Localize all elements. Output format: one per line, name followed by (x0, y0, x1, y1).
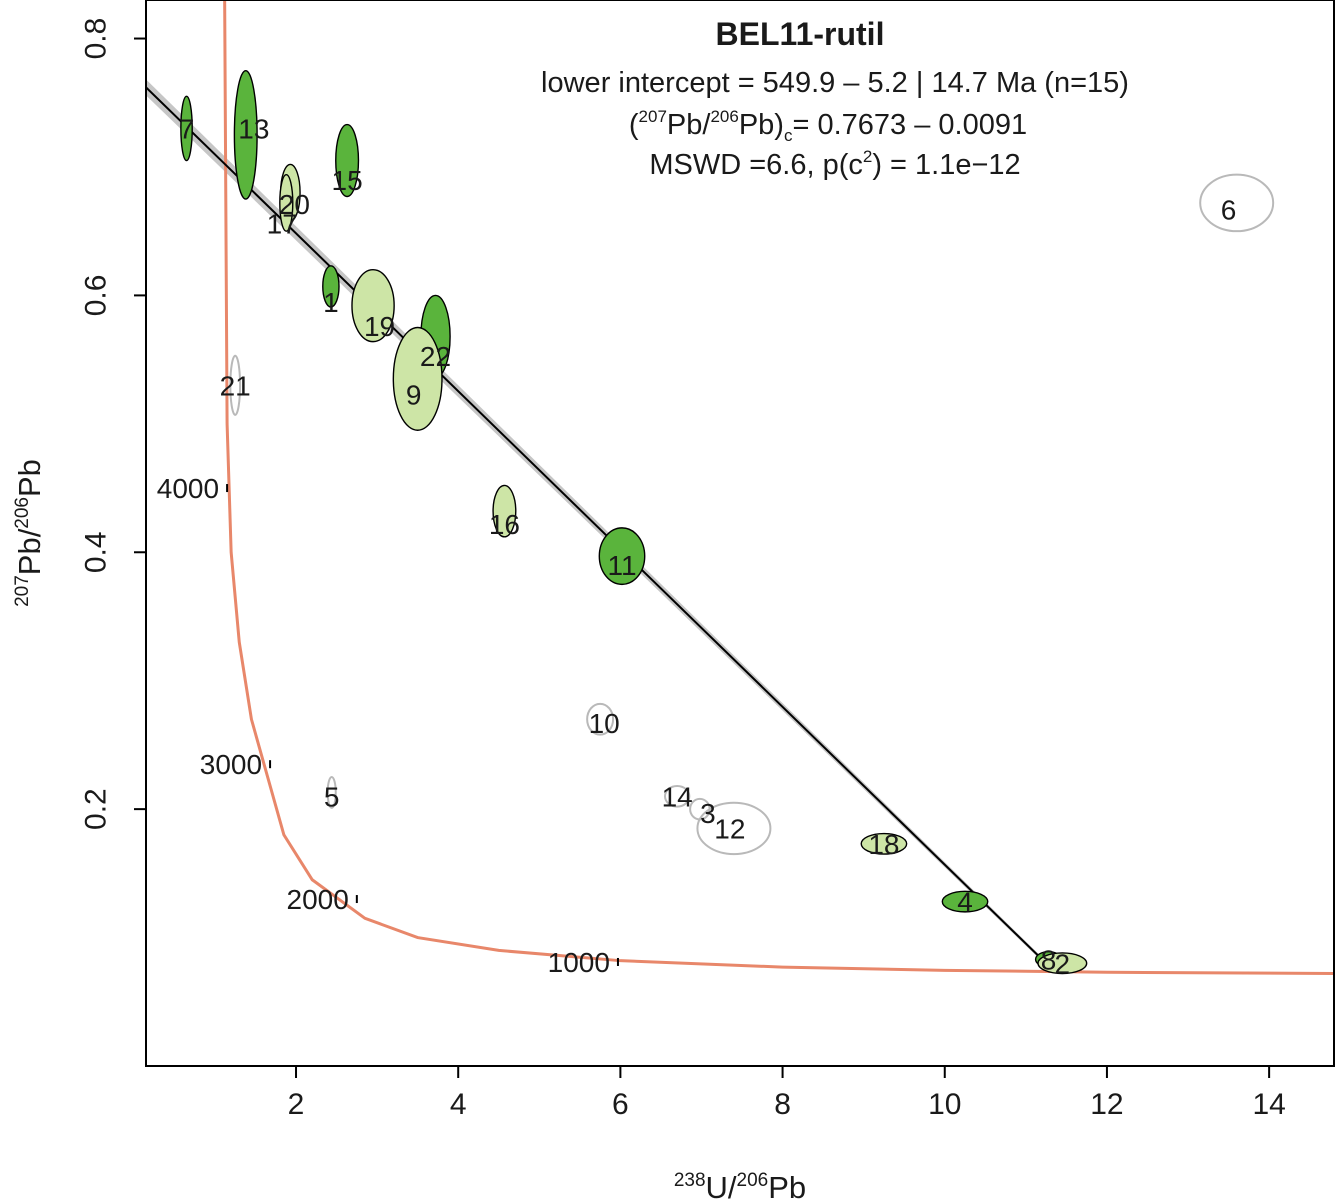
x-tick-label-14: 14 (1252, 1088, 1285, 1121)
concordia-curve (223, 0, 1334, 976)
error-ellipse-4 (941, 890, 989, 913)
chart-title: BEL11-rutil (716, 16, 885, 52)
y-tick-label-3: 0.8 (80, 18, 113, 60)
error-ellipse-13 (233, 69, 258, 200)
x-tick-label-6: 6 (612, 1088, 629, 1121)
error-ellipse-21 (229, 354, 242, 416)
point-label-9: 9 (406, 379, 422, 410)
x-axis-label: 238U/206Pb (674, 1170, 806, 1204)
annotation-line-2: (207Pb/206Pb)c= 0.7673 – 0.0091 (629, 107, 1027, 145)
ann2-mid: Pb/ (667, 109, 711, 141)
x-label-base2: Pb (768, 1170, 806, 1204)
point-label-14: 14 (662, 781, 693, 812)
error-ellipse-5 (326, 776, 337, 809)
y-tick-label-2: 0.6 (80, 275, 113, 317)
error-ellipse-18 (860, 832, 908, 855)
regression-line (146, 86, 1043, 961)
point-label-22: 22 (420, 341, 451, 372)
ann3-b: ) = 1.1e−12 (872, 149, 1020, 181)
point-label-5: 5 (324, 781, 340, 812)
point-label-15: 15 (332, 165, 363, 196)
point-label-17: 17 (267, 208, 298, 239)
point-label-11: 11 (607, 550, 636, 581)
error-ellipse-15 (335, 123, 360, 198)
point-label-20: 20 (279, 189, 310, 220)
ann2-open: ( (629, 109, 639, 141)
concordia-age-labels: 4000 3000 2000 1000 (157, 473, 610, 978)
ann2-sup1: 207 (639, 107, 667, 126)
ann3-a: MSWD =6.6, p(c (649, 149, 863, 181)
error-ellipses (180, 69, 1275, 975)
point-label-8: 8 (1041, 944, 1057, 975)
ann2-close: Pb) (739, 109, 784, 141)
error-ellipse-14 (663, 785, 691, 808)
point-label-7: 7 (179, 113, 195, 144)
x-axis: 2 4 6 8 10 12 14 (288, 1066, 1286, 1121)
point-label-1: 1 (323, 287, 339, 318)
point-label-10: 10 (589, 708, 620, 739)
error-ellipse-7 (180, 95, 193, 162)
y-tick-label-1: 0.4 (80, 531, 113, 573)
x-tick-label-12: 12 (1090, 1088, 1123, 1121)
x-tick-label-2: 2 (288, 1088, 305, 1121)
plot-frame (145, 0, 1335, 1067)
concordia-age-ticks (226, 484, 619, 966)
point-label-6: 6 (1221, 194, 1237, 225)
point-label-18: 18 (868, 829, 899, 860)
x-label-sup2: 206 (737, 1170, 769, 1191)
ann2-sup2: 206 (710, 107, 738, 126)
y-axis-label: 207Pb/206Pb (12, 459, 47, 607)
point-label-19: 19 (364, 311, 395, 342)
ann3-sup: 2 (863, 147, 872, 166)
error-ellipse-9 (392, 326, 443, 431)
annotation-line-1: lower intercept = 549.9 – 5.2 | 14.7 Ma … (541, 67, 1129, 99)
point-label-12: 12 (714, 813, 745, 844)
age-label-2000: 2000 (287, 884, 349, 915)
point-label-21: 21 (220, 370, 251, 401)
x-tick-label-10: 10 (928, 1088, 961, 1121)
point-label-2: 2 (1055, 948, 1071, 979)
age-label-3000: 3000 (200, 749, 262, 780)
error-ellipse-16 (492, 484, 517, 538)
point-label-3: 3 (700, 798, 716, 829)
y-label-sup1: 207 (12, 575, 33, 607)
error-ellipse-12 (696, 801, 772, 856)
error-ellipse-11 (598, 527, 646, 586)
error-ellipse-2 (1037, 952, 1088, 975)
x-label-base1: U/ (706, 1170, 737, 1204)
x-tick-label-8: 8 (774, 1088, 791, 1121)
error-ellipse-6 (1199, 173, 1275, 233)
y-label-sup2: 206 (12, 497, 33, 529)
point-label-13: 13 (238, 113, 269, 144)
x-label-sup1: 238 (674, 1170, 706, 1191)
y-label-base2: Pb (12, 459, 47, 497)
y-axis: 0.2 0.4 0.6 0.8 (80, 18, 146, 830)
y-label-base1: Pb/ (12, 528, 47, 575)
age-label-1000: 1000 (548, 947, 610, 978)
age-label-4000: 4000 (157, 473, 219, 504)
ann2-sub: c (784, 126, 793, 145)
annotation-line-3: MSWD =6.6, p(c2) = 1.1e−12 (649, 147, 1020, 181)
ann2-value: = 0.7673 – 0.0091 (792, 109, 1027, 141)
point-label-16: 16 (489, 509, 520, 540)
error-ellipse-19 (351, 269, 395, 343)
error-ellipse-17 (279, 173, 294, 232)
error-ellipse-10 (586, 702, 615, 736)
point-label-4: 4 (957, 887, 973, 918)
y-tick-label-0: 0.2 (80, 788, 113, 830)
x-tick-label-4: 4 (450, 1088, 467, 1121)
error-ellipse-1 (322, 265, 340, 308)
